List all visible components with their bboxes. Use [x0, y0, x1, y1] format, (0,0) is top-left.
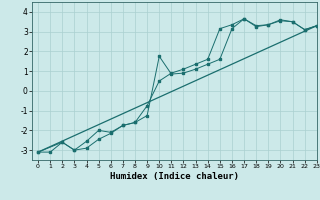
- X-axis label: Humidex (Indice chaleur): Humidex (Indice chaleur): [110, 172, 239, 181]
